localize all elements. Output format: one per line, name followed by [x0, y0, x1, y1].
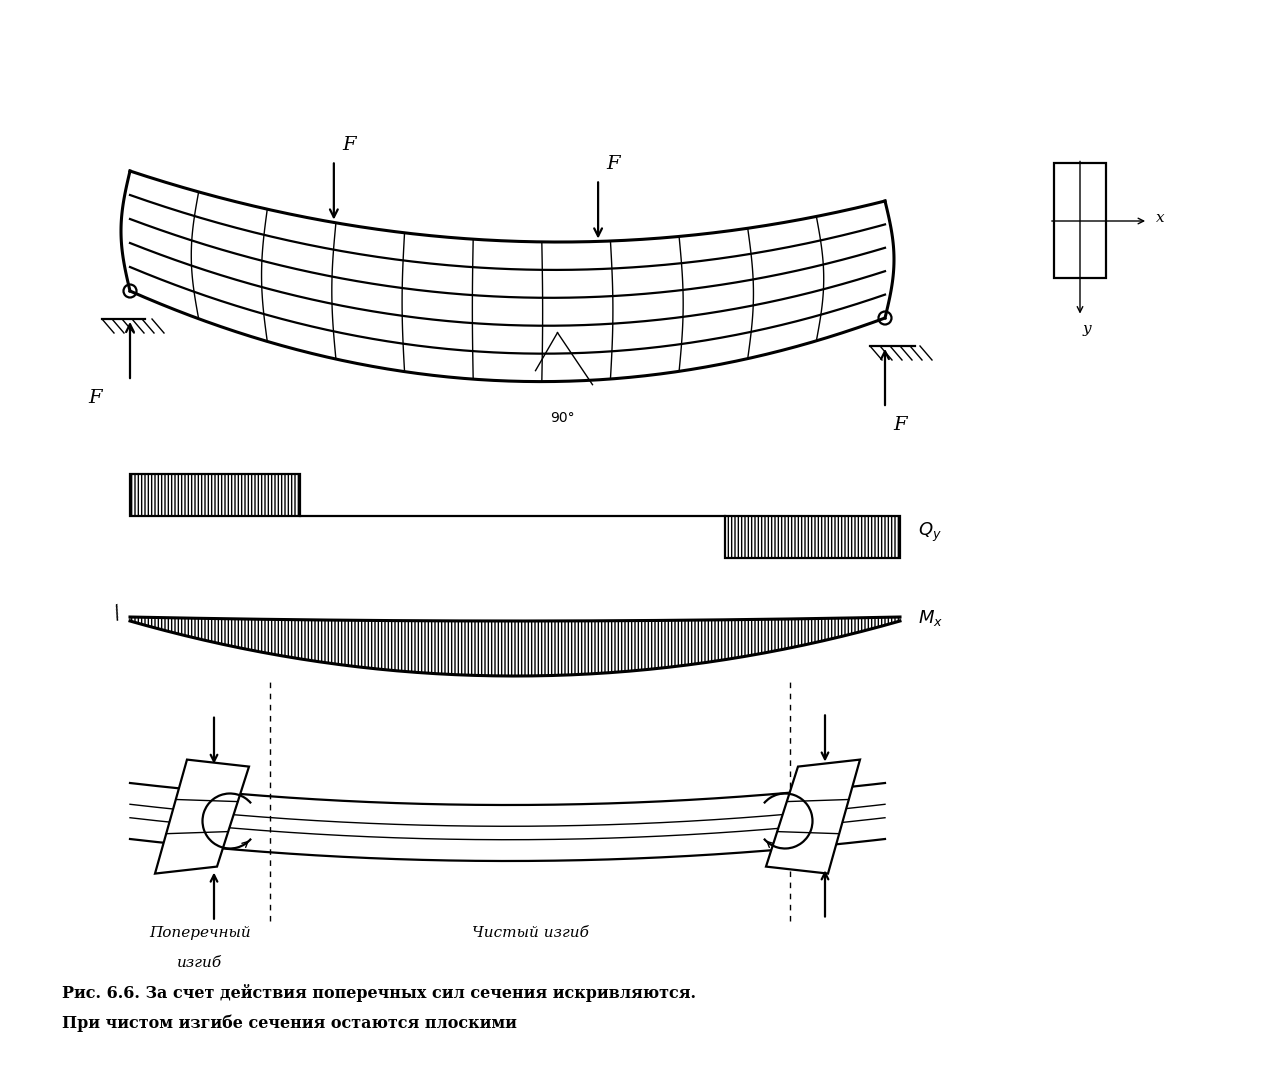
- Text: При чистом изгибе сечения остаются плоскими: При чистом изгибе сечения остаются плоск…: [62, 1014, 517, 1032]
- Bar: [129, 475, 300, 516]
- Polygon shape: [767, 760, 860, 874]
- Text: /: /: [112, 603, 124, 623]
- Bar: [1054, 164, 1106, 279]
- Text: $Q_y$: $Q_y$: [918, 521, 942, 543]
- Text: F: F: [894, 416, 906, 434]
- Text: $M_x$: $M_x$: [918, 608, 944, 628]
- Polygon shape: [129, 783, 885, 861]
- Text: изгиб: изгиб: [177, 955, 223, 969]
- Text: y: y: [1083, 323, 1091, 337]
- Text: 90°: 90°: [550, 411, 574, 425]
- Bar: [129, 475, 300, 516]
- Polygon shape: [129, 171, 885, 382]
- Text: Рис. 6.6. За счет действия поперечных сил сечения искривляются.: Рис. 6.6. За счет действия поперечных си…: [62, 983, 696, 1002]
- Text: F: F: [606, 155, 619, 173]
- Text: x: x: [1156, 211, 1164, 225]
- Text: F: F: [342, 137, 355, 155]
- Polygon shape: [129, 617, 900, 676]
- Bar: [726, 516, 900, 558]
- Text: Чистый изгиб: Чистый изгиб: [472, 926, 588, 940]
- Bar: [726, 516, 900, 558]
- Text: Поперечный: Поперечный: [149, 926, 251, 940]
- Text: F: F: [88, 390, 101, 407]
- Polygon shape: [155, 760, 249, 874]
